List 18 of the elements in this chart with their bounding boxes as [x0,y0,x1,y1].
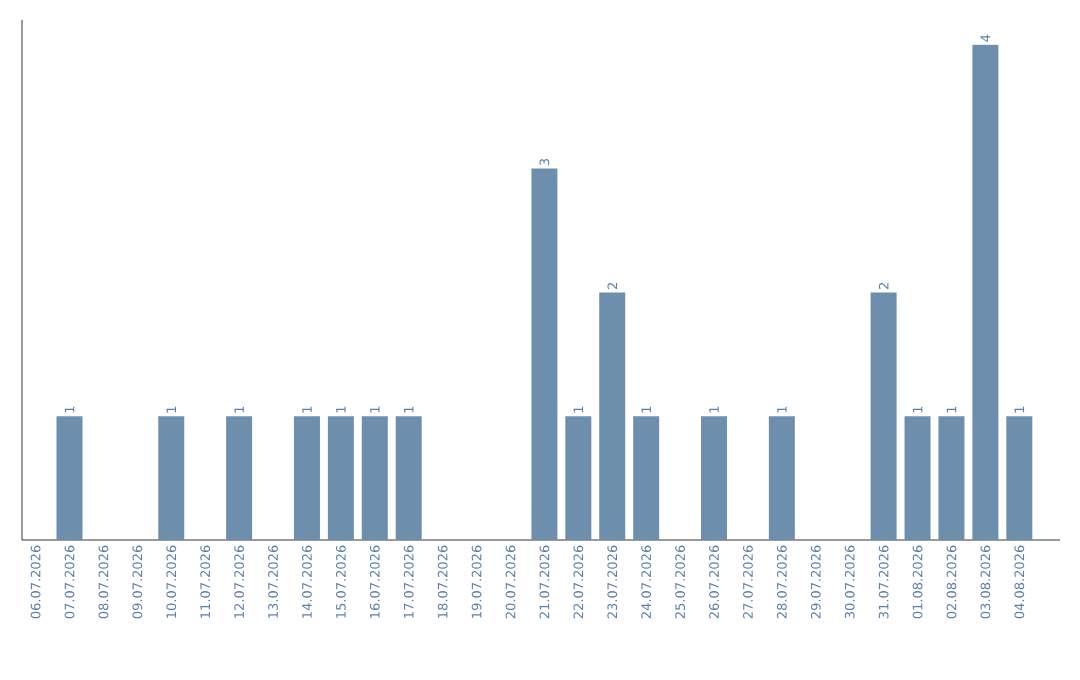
bar [158,416,185,540]
bar [701,416,728,540]
bar [870,292,897,540]
bar [938,416,965,540]
bar [293,416,320,540]
bar [599,292,626,540]
bar [531,168,558,540]
bar [972,44,999,540]
bar [1006,416,1033,540]
bar [327,416,354,540]
bar [395,416,422,540]
bar [904,416,931,540]
bar [633,416,660,540]
bar [56,416,83,540]
bar [768,416,795,540]
bar [361,416,388,540]
bar [226,416,253,540]
bar [565,416,592,540]
